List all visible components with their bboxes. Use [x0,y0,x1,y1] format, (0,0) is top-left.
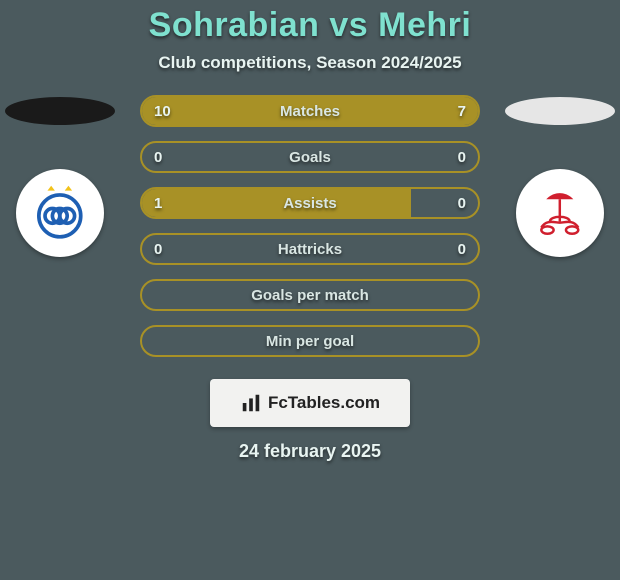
page-title: Sohrabian vs Mehri [0,6,620,45]
bar-value-left: 0 [154,241,162,258]
bar-value-right: 0 [458,195,466,212]
brand-badge: FcTables.com [210,379,410,427]
stat-bar: Hattricks 0 0 [140,233,480,265]
bar-label: Matches [280,103,340,120]
page-subtitle: Club competitions, Season 2024/2025 [0,53,620,73]
player-right-column [500,95,620,257]
stat-bar: Goals per match [140,279,480,311]
player-left-ellipse [5,97,115,125]
bar-value-left: 0 [154,149,162,166]
brand-logo-icon [240,392,262,414]
bar-value-right: 0 [458,241,466,258]
bar-fill-left [142,189,411,217]
club-badge-right [516,169,604,257]
bar-value-right: 7 [458,103,466,120]
player-left-column [0,95,120,257]
club-badge-left [16,169,104,257]
stat-bar: Min per goal [140,325,480,357]
bar-value-left: 10 [154,103,171,120]
stat-bar: Assists 1 0 [140,187,480,219]
brand-text: FcTables.com [268,393,380,413]
date-text: 24 february 2025 [0,441,620,462]
player-right-ellipse [505,97,615,125]
bar-value-left: 1 [154,195,162,212]
stat-bar: Matches 10 7 [140,95,480,127]
bar-value-right: 0 [458,149,466,166]
stat-bar: Goals 0 0 [140,141,480,173]
bar-label: Hattricks [278,241,342,258]
card: Sohrabian vs Mehri Club competitions, Se… [0,0,620,580]
bar-label: Min per goal [266,333,354,350]
bar-label: Goals [289,149,331,166]
bar-label: Assists [283,195,336,212]
club-left-icon [29,182,91,244]
club-right-icon [529,182,591,244]
comparison-area: Matches107Goals00Assists10Hattricks00Goa… [0,95,620,357]
bar-label: Goals per match [251,287,369,304]
stat-bars: Matches107Goals00Assists10Hattricks00Goa… [140,95,480,357]
